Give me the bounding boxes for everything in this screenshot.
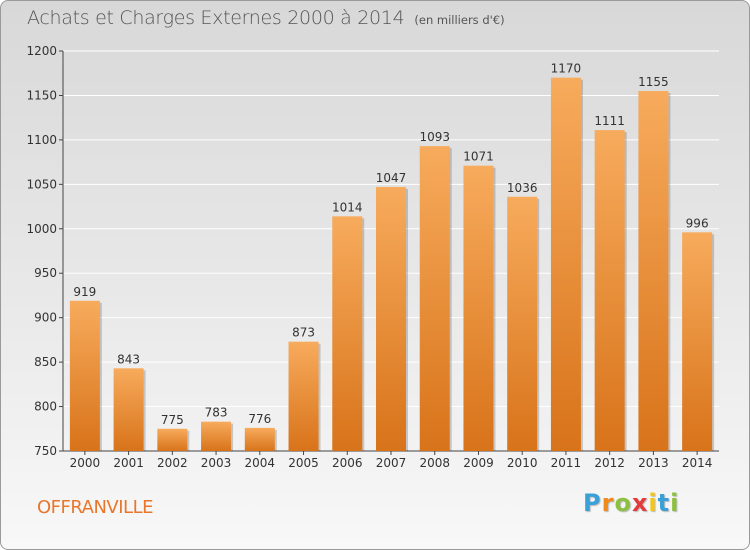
logo-letter: r bbox=[601, 489, 615, 517]
bar bbox=[113, 368, 144, 451]
x-tick-label: 2012 bbox=[594, 456, 625, 470]
x-tick-label: 2007 bbox=[376, 456, 407, 470]
bar-value-label: 1093 bbox=[419, 130, 450, 144]
y-tick-label: 900 bbox=[34, 311, 57, 325]
x-tick-label: 2010 bbox=[507, 456, 538, 470]
chart-title-main: Achats et Charges Externes 2000 à 2014 bbox=[27, 7, 405, 29]
x-tick-label: 2001 bbox=[113, 456, 144, 470]
x-tick-label: 2005 bbox=[288, 456, 319, 470]
logo-letter: t bbox=[657, 489, 671, 517]
bar-value-label: 996 bbox=[686, 216, 709, 230]
y-tick-label: 800 bbox=[34, 400, 57, 414]
x-tick-label: 2009 bbox=[463, 456, 494, 470]
bar bbox=[69, 300, 100, 451]
bar-value-label: 775 bbox=[161, 413, 184, 427]
x-tick-label: 2006 bbox=[332, 456, 363, 470]
bar-value-label: 843 bbox=[117, 352, 140, 366]
town-name: OFFRANVILLE bbox=[37, 497, 153, 518]
bar-value-label: 783 bbox=[205, 406, 228, 420]
bar bbox=[244, 427, 275, 451]
chart-title: Achats et Charges Externes 2000 à 2014 (e… bbox=[27, 7, 505, 29]
bar-value-label: 1170 bbox=[551, 62, 582, 76]
bar bbox=[419, 146, 450, 451]
bar bbox=[376, 187, 406, 451]
bar-value-label: 1047 bbox=[376, 171, 407, 185]
x-tick-label: 2011 bbox=[551, 456, 582, 470]
x-tick-label: 2000 bbox=[70, 456, 101, 470]
x-tick-labels: 2000 2001 2002 2003 2004 2005 2006 2007 2008 2009… bbox=[70, 456, 713, 470]
y-tick-label: 1200 bbox=[26, 44, 57, 58]
x-tick-label: 2004 bbox=[245, 456, 276, 470]
bar-value-label: 1036 bbox=[507, 181, 538, 195]
bar-value-label: 1111 bbox=[594, 114, 625, 128]
bar-value-label: 919 bbox=[73, 285, 96, 299]
x-tick-label: 2002 bbox=[157, 456, 188, 470]
chart-title-unit: (en milliers d'€) bbox=[414, 13, 505, 27]
logo-letter: i bbox=[670, 489, 680, 517]
logo-letter: x bbox=[631, 489, 649, 517]
bar-value-label: 776 bbox=[248, 412, 271, 426]
logo-letter: o bbox=[614, 489, 632, 517]
y-tick-label: 850 bbox=[34, 355, 57, 369]
logo-letter: i bbox=[648, 489, 658, 517]
bar bbox=[463, 165, 494, 451]
y-tick-label: 1150 bbox=[26, 88, 57, 102]
bar-value-label: 1014 bbox=[332, 200, 363, 214]
bar-value-label: 1155 bbox=[638, 75, 669, 89]
x-tick-label: 2003 bbox=[201, 456, 232, 470]
bar-value-label: 1071 bbox=[463, 150, 494, 164]
logo-letter: P bbox=[583, 489, 602, 517]
bar bbox=[157, 428, 188, 451]
bar bbox=[288, 341, 319, 451]
bar-value-label: 873 bbox=[292, 326, 315, 340]
y-tick-label: 1000 bbox=[26, 222, 57, 236]
y-tick-label: 1050 bbox=[26, 177, 57, 191]
bar bbox=[682, 232, 713, 451]
y-tick-label: 1100 bbox=[26, 133, 57, 147]
x-tick-label: 2013 bbox=[638, 456, 669, 470]
bar bbox=[638, 91, 669, 451]
bar bbox=[332, 216, 363, 451]
x-tick-label: 2014 bbox=[682, 456, 713, 470]
y-tick-labels: 750 800 850 900 950 1000 1050 1100 1150 1200 bbox=[26, 44, 57, 458]
x-tick-label: 2008 bbox=[419, 456, 450, 470]
bars bbox=[69, 77, 715, 452]
bar bbox=[550, 77, 581, 452]
bar bbox=[507, 196, 538, 451]
y-tick-label: 950 bbox=[34, 266, 57, 280]
bar bbox=[201, 421, 232, 451]
bar bbox=[594, 130, 625, 451]
proxiti-logo: Proxiti bbox=[583, 489, 679, 517]
data-labels: 919 843 775 783 776 873 1014 1047 1093 1071 1036 11… bbox=[73, 62, 708, 427]
y-tick-label: 750 bbox=[34, 444, 57, 458]
